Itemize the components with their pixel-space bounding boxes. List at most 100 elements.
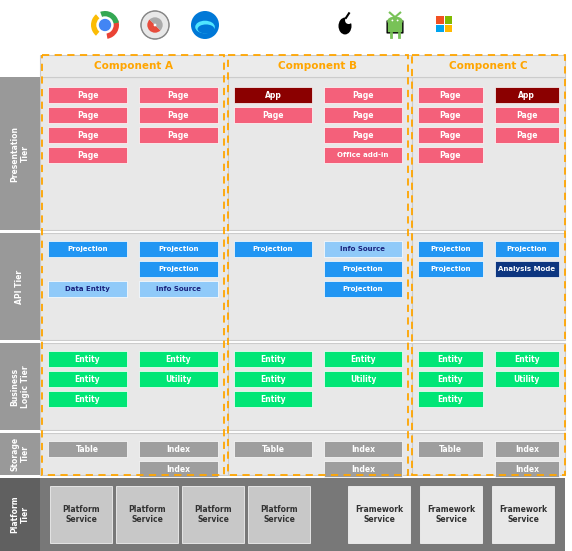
Text: Projection: Projection [343, 286, 383, 292]
Bar [234, 441, 312, 457]
Bar [228, 55, 408, 475]
Text: Projection: Projection [158, 266, 198, 272]
Bar [418, 391, 483, 407]
Bar [0, 433, 40, 475]
Ellipse shape [345, 17, 352, 24]
Text: Entity: Entity [75, 354, 100, 364]
Bar [418, 441, 483, 457]
Bar [418, 261, 483, 277]
Text: Table: Table [261, 445, 284, 453]
Bar [139, 461, 218, 477]
Bar [495, 107, 559, 123]
Bar [139, 351, 218, 367]
Text: Page: Page [439, 131, 461, 139]
Bar [445, 17, 452, 24]
Bar [234, 107, 312, 123]
FancyBboxPatch shape [387, 21, 403, 33]
Bar [324, 241, 402, 257]
Wedge shape [105, 20, 119, 39]
Text: Entity: Entity [438, 395, 463, 403]
Text: Projection: Projection [506, 246, 547, 252]
Text: Office add-in: Office add-in [337, 152, 389, 158]
Bar [495, 461, 559, 477]
Bar [48, 147, 127, 163]
Bar [139, 87, 218, 103]
Text: Entity: Entity [260, 354, 286, 364]
Text: Index: Index [351, 445, 375, 453]
Text: Entity: Entity [166, 354, 191, 364]
Text: App: App [265, 90, 281, 100]
Bar [495, 87, 559, 103]
Text: Platform
Service: Platform Service [194, 505, 232, 524]
Text: Projection: Projection [343, 266, 383, 272]
Bar [324, 107, 402, 123]
Text: Framework
Service: Framework Service [499, 505, 547, 524]
Ellipse shape [197, 24, 214, 34]
Bar [418, 371, 483, 387]
Text: Analysis Mode: Analysis Mode [498, 266, 555, 272]
Text: Page: Page [439, 150, 461, 159]
Wedge shape [148, 19, 160, 33]
Bar [234, 371, 312, 387]
Text: Page: Page [77, 150, 98, 159]
Bar [495, 371, 559, 387]
Text: Framework
Service: Framework Service [355, 505, 403, 524]
Text: Business
Logic Tier: Business Logic Tier [10, 365, 30, 408]
Bar [139, 281, 218, 297]
Text: Platform
Service: Platform Service [128, 505, 166, 524]
Text: Page: Page [516, 131, 538, 139]
Text: Page: Page [262, 111, 284, 120]
Bar [40, 233, 565, 340]
Bar [40, 77, 565, 230]
Ellipse shape [339, 18, 352, 35]
Bar [436, 17, 443, 24]
Text: Page: Page [77, 90, 98, 100]
Bar [48, 371, 127, 387]
Bar [495, 441, 559, 457]
Bar [139, 241, 218, 257]
Circle shape [154, 24, 156, 26]
Text: Storage
Tier: Storage Tier [10, 437, 30, 471]
Bar [445, 25, 452, 32]
Text: Projection: Projection [67, 246, 108, 252]
Bar [324, 127, 402, 143]
Wedge shape [100, 11, 119, 25]
Circle shape [141, 11, 169, 39]
Bar [48, 127, 127, 143]
Bar [495, 261, 559, 277]
Bar [495, 127, 559, 143]
Text: Index: Index [351, 464, 375, 473]
Text: Page: Page [168, 90, 189, 100]
Text: Table: Table [439, 445, 462, 453]
Bar [139, 261, 218, 277]
Text: Page: Page [168, 111, 189, 120]
Bar [0, 478, 565, 551]
Bar [0, 478, 40, 551]
Bar [418, 241, 483, 257]
Text: Projection: Projection [253, 246, 293, 252]
Circle shape [397, 19, 399, 21]
Bar [324, 147, 402, 163]
Bar [324, 371, 402, 387]
Text: API Tier: API Tier [15, 269, 25, 304]
Text: Entity: Entity [438, 354, 463, 364]
Bar [48, 107, 127, 123]
Text: Index: Index [166, 445, 190, 453]
Bar [324, 441, 402, 457]
Bar [42, 55, 224, 475]
Bar [324, 87, 402, 103]
Text: Info Source: Info Source [340, 246, 386, 252]
Bar [48, 391, 127, 407]
Text: Component B: Component B [279, 61, 358, 71]
Bar [234, 351, 312, 367]
Bar [139, 441, 218, 457]
Wedge shape [91, 14, 105, 36]
Text: Utility: Utility [165, 375, 192, 383]
Bar [0, 343, 40, 430]
Bar [495, 351, 559, 367]
Bar [48, 441, 127, 457]
Bar [324, 281, 402, 297]
Text: App: App [518, 90, 535, 100]
Text: Page: Page [352, 90, 374, 100]
Bar [418, 147, 483, 163]
